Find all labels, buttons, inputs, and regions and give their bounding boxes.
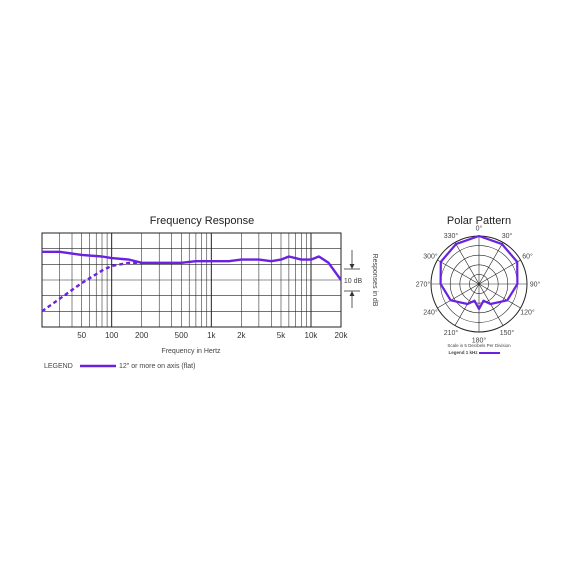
- polar-pattern-chart: Polar Pattern 0° 30° 60° 90° 120° 150° 180° 210…: [416, 215, 541, 355]
- polar-angle-label: 150°: [500, 329, 515, 337]
- polar-pattern-title: Polar Pattern: [447, 215, 511, 227]
- polar-angle-label: 240°: [423, 309, 438, 317]
- series-line-flat: [42, 250, 342, 281]
- polar-angle-label: 30°: [502, 232, 513, 240]
- polar-spoke: [437, 283, 480, 309]
- frequency-response-x-axis-label: Frequency in Hertz: [161, 348, 221, 355]
- polar-angle-label: 270°: [416, 281, 431, 289]
- polar-angle-label: 0°: [476, 225, 483, 233]
- polar-angle-label: 180°: [472, 337, 487, 345]
- polar-spoke: [437, 259, 480, 285]
- polar-angle-labels: 0° 30° 60° 90° 120° 150° 180° 210° 240° 270° 300° 3…: [416, 225, 541, 345]
- polar-spoke: [478, 259, 521, 285]
- polar-angle-label: 300°: [423, 253, 438, 261]
- polar-pattern-curve: [439, 234, 519, 311]
- series-line-dashed: [41, 261, 142, 313]
- x-tick-label: 10k: [305, 331, 319, 340]
- x-tick-label: 2k: [237, 331, 246, 340]
- polar-spoke: [478, 283, 521, 309]
- frequency-response-x-ticks: 50 100 200 500 1k 2k 5k 10k 20k: [77, 331, 348, 340]
- polar-angle-label: 330°: [444, 232, 459, 240]
- frequency-response-grid: [42, 233, 341, 327]
- polar-angle-label: 90°: [530, 281, 541, 289]
- scale-marker-label: 10 dB: [344, 278, 363, 285]
- x-tick-label: 5k: [277, 331, 286, 340]
- polar-angle-label: 120°: [520, 309, 535, 317]
- frequency-response-chart: Frequency Response 50 100 200 500 1k 2k 5k 10k 2…: [41, 215, 378, 355]
- legend-label: 12" or more on axis (flat): [119, 363, 195, 370]
- frequency-response-title: Frequency Response: [150, 215, 255, 227]
- polar-legend-label: Legend 1 kHz: [448, 350, 478, 355]
- x-tick-label: 500: [175, 331, 189, 340]
- polar-spoke: [454, 242, 480, 285]
- x-tick-label: 50: [77, 331, 86, 340]
- legend-prefix: LEGEND: [44, 363, 73, 370]
- frequency-response-series: [41, 250, 342, 313]
- x-tick-label: 100: [105, 331, 119, 340]
- scale-marker: 10 dB: [344, 250, 363, 308]
- polar-scale-note: Scale is 5 Decibels Per Division: [447, 343, 511, 348]
- polar-angle-label: 60°: [522, 253, 533, 261]
- x-tick-label: 1k: [207, 331, 216, 340]
- x-tick-label: 20k: [335, 331, 349, 340]
- polar-angle-label: 210°: [444, 329, 459, 337]
- frequency-response-y-axis-label: Responses in dB: [371, 254, 378, 307]
- frequency-response-legend: LEGEND 12" or more on axis (flat): [44, 363, 195, 370]
- x-tick-label: 200: [135, 331, 149, 340]
- polar-spoke: [478, 242, 504, 285]
